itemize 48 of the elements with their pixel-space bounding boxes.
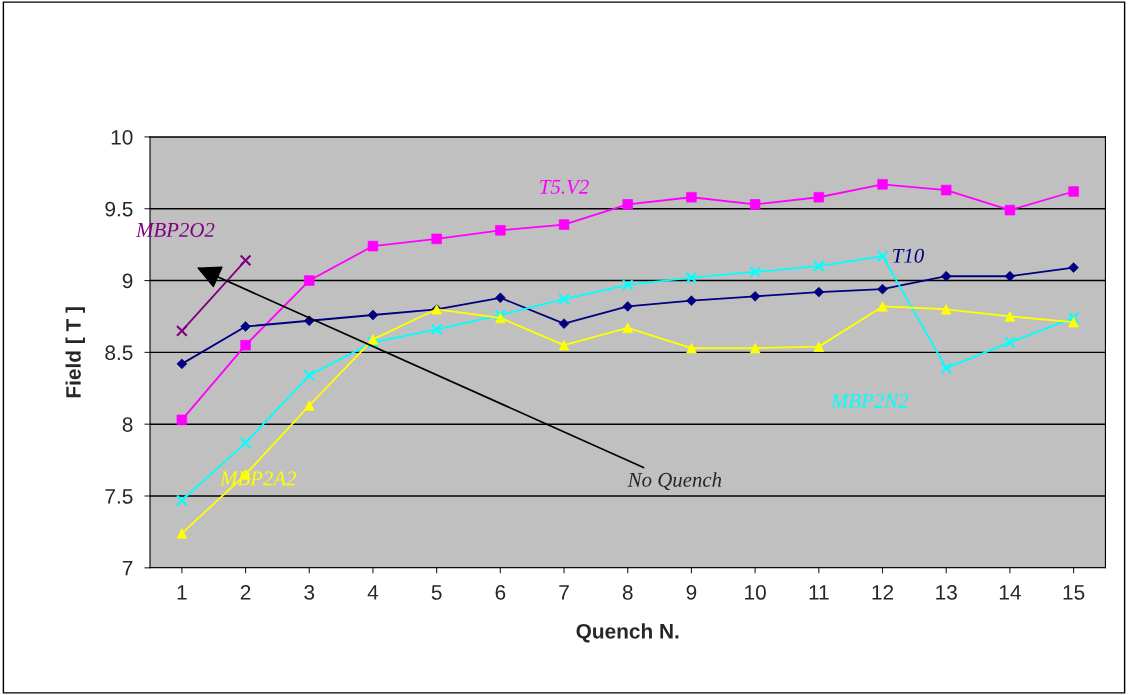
x-tick-label: 5 [431,585,442,600]
point [812,260,825,273]
y-tick-label: 8 [122,417,133,432]
y-tick-label: 9.5 [105,201,133,217]
x-tick-label: 13 [936,585,957,600]
x-tick-label: 1 [177,585,187,600]
point [239,254,252,267]
point [430,323,443,336]
annotation: No Quench [627,472,722,491]
series-label: MBP2N2 [830,393,909,408]
x-tick-label: 4 [367,585,379,600]
point [685,271,698,284]
point [495,225,506,236]
point [1067,311,1080,324]
x-axis-title: Quench N. [576,623,679,643]
x-tick-label: 9 [686,585,697,600]
x-tick-label: 3 [304,585,315,600]
point [558,293,570,306]
point [175,494,188,507]
point [1004,204,1016,216]
x-tick-label: 10 [745,585,766,600]
x-tick-label: 6 [495,585,506,600]
y-tick-label: 7.5 [105,489,133,504]
point [940,184,952,196]
x-tick-label: 14 [999,585,1021,600]
point [1004,336,1016,349]
y-tick-label: 10 [111,129,133,145]
point [239,436,252,449]
y-axis-title: Field [ T ] [65,307,85,398]
point [175,324,188,337]
series-label: T10 [893,248,924,263]
point [940,362,953,375]
x-tick-label: 11 [809,585,829,600]
point [621,278,634,291]
point [367,240,379,252]
point [876,250,889,263]
x-tick-label: 15 [1063,585,1085,600]
x-tick-label: 8 [622,585,633,600]
y-tick-label: 9 [122,273,133,289]
series-label: T5.V2 [540,179,589,194]
x-tick-label: 7 [559,585,569,600]
x-tick-label: 12 [872,585,894,600]
x-tick-label: 2 [240,585,251,600]
point [303,369,316,382]
y-tick-label: 7 [122,561,133,576]
y-tick-label: 8.5 [105,345,133,361]
point [749,266,762,278]
point [431,233,442,245]
